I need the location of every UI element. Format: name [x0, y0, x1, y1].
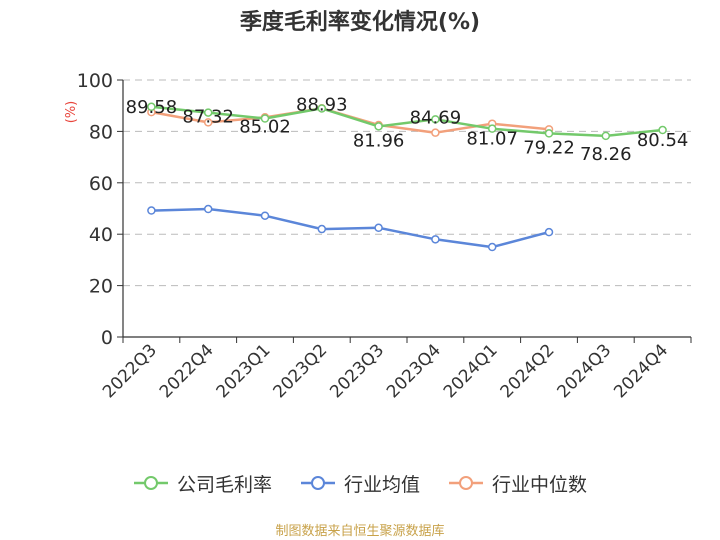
legend-swatch-marker: [310, 476, 325, 490]
data-point: [203, 118, 213, 127]
legend-swatch-marker: [143, 476, 158, 490]
data-point: [374, 122, 383, 131]
data-point: [147, 206, 156, 215]
data-point: [147, 102, 156, 112]
data-point: [487, 124, 497, 133]
data-label: 89.58: [126, 97, 178, 118]
data-label: 81.07: [466, 129, 518, 150]
data-label: 84.69: [410, 107, 462, 128]
data-point: [260, 114, 270, 123]
legend-label: 公司毛利率: [176, 473, 272, 496]
x-tick-label: 2024Q4: [610, 340, 672, 402]
y-tick-label: 20: [89, 276, 113, 298]
data-point: [317, 104, 327, 113]
x-tick-label: 2024Q1: [440, 340, 502, 402]
legend-swatch-marker: [459, 476, 473, 490]
x-tick-label: 2022Q3: [99, 340, 161, 402]
axes: 020406080100(%)2022Q32022Q42023Q12023Q22…: [64, 70, 692, 402]
y-axis-label: (%): [64, 101, 79, 124]
series-line: [151, 105, 663, 138]
series-lines: [147, 102, 667, 252]
x-tick-label: 2023Q1: [213, 340, 275, 402]
legend-label: 行业中位数: [492, 473, 588, 496]
legend-swatch-icon: [300, 476, 335, 490]
data-label: 78.26: [580, 144, 632, 165]
x-tick-label: 2023Q4: [383, 340, 445, 402]
chart-title: 季度毛利率变化情况(%): [239, 10, 481, 35]
data-point: [544, 129, 554, 138]
data-point: [203, 204, 213, 214]
data-point: [260, 211, 270, 220]
data-point: [431, 235, 440, 244]
y-tick-label: 80: [89, 121, 113, 143]
x-tick-label: 2024Q3: [553, 340, 615, 402]
x-tick-label: 2024Q2: [497, 340, 559, 402]
legend-item[interactable]: 行业中位数: [448, 470, 587, 497]
data-label: 88.93: [296, 94, 348, 115]
data-point: [431, 128, 440, 137]
data-point: [203, 108, 213, 117]
gridlines: [123, 79, 691, 287]
y-tick-label: 60: [89, 173, 113, 195]
data-point: [487, 242, 497, 252]
legend-item[interactable]: 公司毛利率: [133, 470, 272, 497]
source-note: 制图数据来自恒生聚源数据库: [275, 524, 445, 539]
legend-item[interactable]: 行业均值: [300, 470, 420, 497]
data-label: 87.32: [182, 107, 234, 128]
series-line: [151, 207, 550, 249]
data-point: [601, 131, 611, 141]
data-label: 81.96: [353, 130, 405, 151]
x-tick-label: 2022Q4: [156, 340, 218, 402]
data-label: 79.22: [523, 137, 575, 158]
data-point: [317, 224, 327, 234]
data-point: [658, 125, 667, 135]
data-point: [544, 227, 554, 237]
legend-swatch-icon: [133, 476, 168, 490]
data-label: 85.02: [239, 116, 291, 137]
data-point: [431, 115, 440, 124]
y-tick-label: 100: [77, 70, 113, 92]
x-tick-label: 2023Q2: [269, 340, 331, 402]
x-tick-label: 2023Q3: [326, 340, 388, 402]
y-tick-label: 0: [101, 327, 113, 349]
data-point: [374, 223, 383, 233]
data-label: 80.54: [637, 130, 689, 151]
legend: 公司毛利率 行业均值 行业中位数: [0, 469, 720, 497]
legend-swatch-icon: [449, 476, 483, 490]
legend-label: 行业均值: [343, 473, 420, 496]
y-tick-label: 40: [89, 224, 113, 246]
